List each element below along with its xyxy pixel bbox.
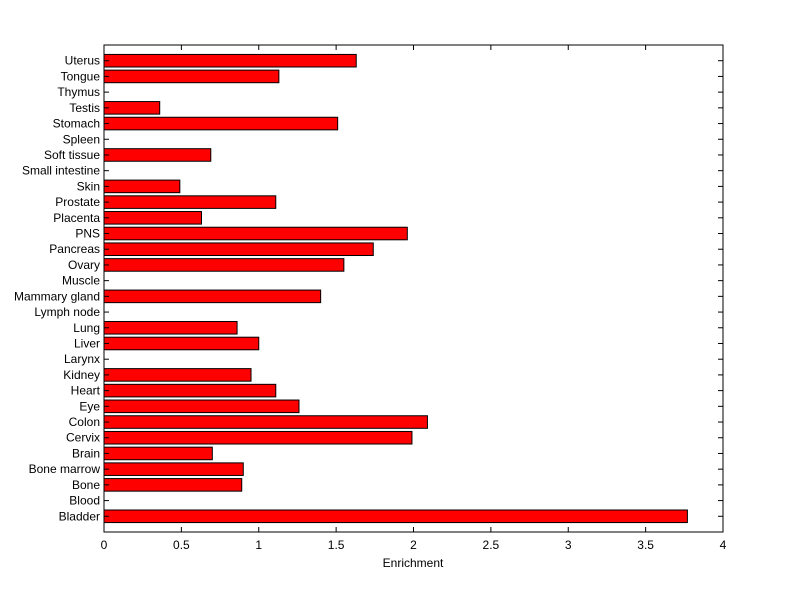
bar <box>103 446 213 461</box>
y-tick-label: Kidney <box>63 368 100 382</box>
y-tick-label: Mammary gland <box>14 289 100 303</box>
x-tick-label: 2.5 <box>483 538 500 552</box>
x-tick-label: 0 <box>101 538 108 552</box>
bar <box>103 242 374 257</box>
y-tick-label: Larynx <box>64 352 100 366</box>
y-tick-label: Colon <box>69 415 100 429</box>
x-tick-label: 1 <box>255 538 262 552</box>
y-tick-label: Bone marrow <box>29 462 101 476</box>
y-tick-label: Bladder <box>59 509 100 523</box>
bar <box>103 415 428 429</box>
bar <box>103 258 345 272</box>
bar <box>103 69 280 84</box>
y-tick-label: Cervix <box>66 431 100 445</box>
x-axis-label: Enrichment <box>383 556 444 570</box>
y-tick-label: Lung <box>73 321 100 335</box>
y-tick-label: Thymus <box>57 85 100 99</box>
y-tick-label: PNS <box>75 227 100 241</box>
bar <box>103 289 322 304</box>
plot-frame <box>103 44 724 533</box>
bar <box>103 399 300 414</box>
y-tick-label: Prostate <box>55 195 100 209</box>
bar <box>103 195 277 209</box>
bar <box>103 53 357 68</box>
bar <box>103 101 161 115</box>
bar <box>103 509 688 524</box>
y-tick-label: Bone <box>72 478 100 492</box>
y-tick-label: Testis <box>69 101 100 115</box>
bar <box>103 478 243 492</box>
y-tick-label: Soft tissue <box>44 148 100 162</box>
bar <box>103 462 244 476</box>
x-tick-label: 2 <box>410 538 417 552</box>
y-tick-label: Small intestine <box>22 164 100 178</box>
bar <box>103 336 260 351</box>
y-tick-label: Stomach <box>53 117 100 131</box>
bar <box>103 368 252 382</box>
bar <box>103 383 277 398</box>
x-tick-label: 3.5 <box>637 538 654 552</box>
y-tick-label: Lymph node <box>34 305 100 319</box>
bar <box>103 226 408 241</box>
y-tick-label: Pancreas <box>49 242 100 256</box>
y-tick-label: Brain <box>72 446 100 460</box>
x-tick-label: 0.5 <box>173 538 190 552</box>
x-tick-label: 3 <box>565 538 572 552</box>
y-tick-label: Skin <box>77 179 100 193</box>
bar <box>103 148 212 162</box>
bar <box>103 179 181 194</box>
y-tick-label: Ovary <box>68 258 100 272</box>
y-tick-label: Liver <box>74 336 100 350</box>
x-tick-label: 1.5 <box>328 538 345 552</box>
y-tick-label: Heart <box>71 384 101 398</box>
y-tick-label: Eye <box>79 399 100 413</box>
y-tick-label: Placenta <box>53 211 100 225</box>
y-tick-label: Blood <box>69 494 100 508</box>
y-tick-label: Muscle <box>62 274 100 288</box>
bar <box>103 320 238 335</box>
bar <box>103 430 413 445</box>
x-tick-labels: 0 0.5 1 1.5 2 2.5 3 3.5 4 <box>101 538 727 552</box>
x-tick-label: 4 <box>720 538 727 552</box>
y-tick-label: Uterus <box>65 54 100 68</box>
bar <box>103 211 202 225</box>
bar <box>103 116 339 131</box>
y-tick-label: Tongue <box>61 69 101 83</box>
y-tick-label: Spleen <box>63 132 100 146</box>
